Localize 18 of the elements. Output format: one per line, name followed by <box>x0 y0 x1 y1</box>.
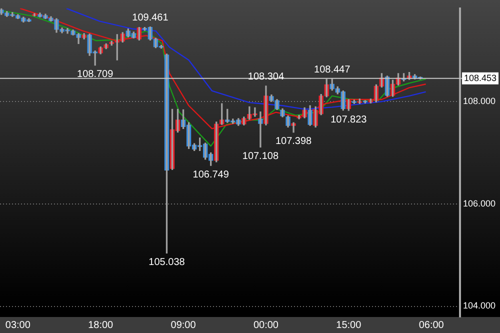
y-tick-label: 108.000 <box>463 96 496 106</box>
x-tick-label: 09:00 <box>170 320 196 331</box>
annotation: 107.108 <box>242 150 279 162</box>
annotation: 109.461 <box>132 12 169 24</box>
x-tick-label: 15:00 <box>336 320 362 331</box>
annotation: 105.038 <box>148 256 186 268</box>
annotation: 108.447 <box>314 64 351 76</box>
annotation: 107.398 <box>275 136 312 148</box>
x-tick-label: 06:00 <box>418 320 444 331</box>
x-tick-label: 03:00 <box>5 320 31 331</box>
y-tick-label: 106.000 <box>463 198 496 208</box>
x-tick-label: 00:00 <box>253 320 279 331</box>
annotation: 106.749 <box>192 169 230 180</box>
x-tick-label: 18:00 <box>88 320 114 331</box>
annotation: 108.709 <box>77 69 114 80</box>
annotation: 107.823 <box>330 114 368 126</box>
y-tick-label: 104.000 <box>463 300 496 311</box>
ref-line-label: 108.453 <box>464 72 497 83</box>
